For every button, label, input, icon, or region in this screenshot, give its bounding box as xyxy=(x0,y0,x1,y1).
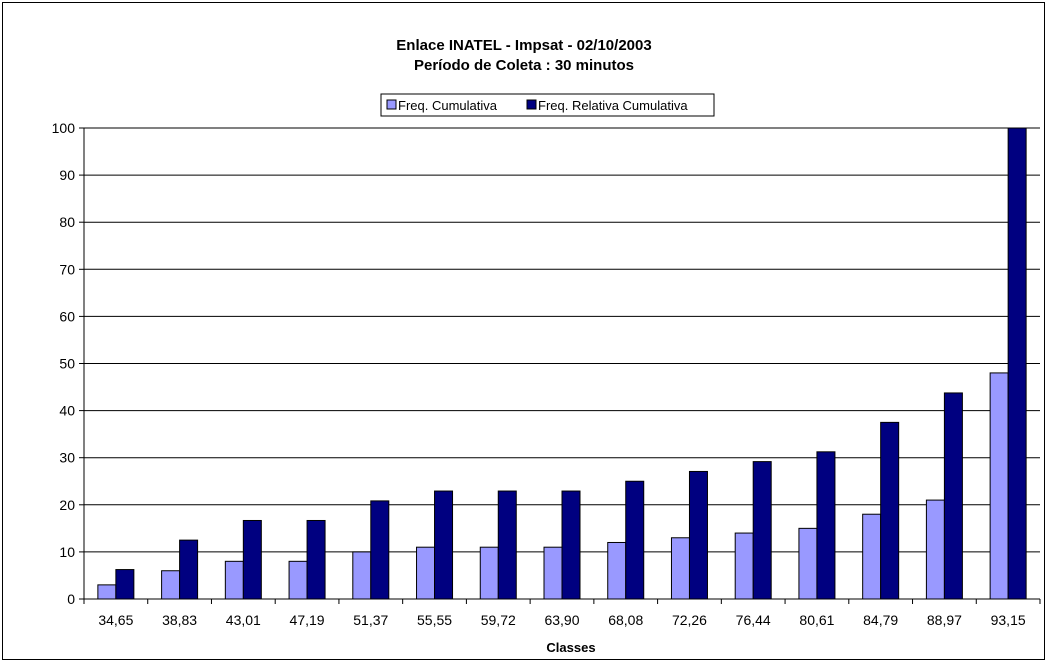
bar-relativa-8 xyxy=(625,480,645,600)
bar-cumulativa-6 xyxy=(479,546,499,600)
y-tick-label-40: 40 xyxy=(59,403,75,419)
x-tick-label-2: 43,01 xyxy=(226,612,261,628)
axes xyxy=(79,127,1041,604)
bar-cumulativa-12 xyxy=(862,513,882,600)
y-tick-label-50: 50 xyxy=(59,356,75,372)
bar-relativa-4 xyxy=(370,500,390,600)
x-tick-label-13: 88,97 xyxy=(927,612,962,628)
x-tick-label-5: 55,55 xyxy=(417,612,452,628)
x-tick-label-11: 80,61 xyxy=(799,612,834,628)
x-tick-labels: 34,65 38,83 43,01 47,19 51,37 55,55 59,72 63,90… xyxy=(98,612,1026,628)
bar-relativa-10 xyxy=(752,461,772,600)
y-tick-labels: 0 10 20 30 40 50 60 70 80 90 100 xyxy=(52,120,76,607)
bar-relativa-14 xyxy=(1007,127,1027,600)
bar-relativa-1 xyxy=(179,539,199,600)
x-tick-label-6: 59,72 xyxy=(481,612,516,628)
bar-cumulativa-2 xyxy=(224,560,244,600)
bar-relativa-2 xyxy=(242,519,262,600)
x-tick-label-1: 38,83 xyxy=(162,612,197,628)
x-axis-title: Classes xyxy=(546,640,595,655)
bar-cumulativa-1 xyxy=(161,570,181,600)
y-tick-label-60: 60 xyxy=(59,308,75,324)
bar-cumulativa-3 xyxy=(288,560,308,600)
bar-cumulativa-0 xyxy=(97,584,117,600)
x-tick-label-9: 72,26 xyxy=(672,612,707,628)
legend-label-cumulativa: Freq. Cumulativa xyxy=(398,98,498,113)
x-tick-label-3: 47,19 xyxy=(290,612,325,628)
y-tick-label-80: 80 xyxy=(59,214,75,230)
bar-relativa-9 xyxy=(688,470,708,600)
bar-relativa-3 xyxy=(306,519,326,600)
bar-relativa-13 xyxy=(943,392,963,600)
legend-box xyxy=(380,93,715,117)
x-tick-label-10: 76,44 xyxy=(736,612,771,628)
y-tick-label-100: 100 xyxy=(52,120,76,136)
chart-subtitle: Período de Coleta : 30 minutos xyxy=(414,57,634,74)
bar-cumulativa-9 xyxy=(670,537,690,600)
bar-cumulativa-14 xyxy=(989,372,1009,600)
bar-cumulativa-4 xyxy=(352,551,372,600)
y-tick-label-20: 20 xyxy=(59,497,75,513)
y-tick-label-10: 10 xyxy=(59,544,75,560)
bar-cumulativa-5 xyxy=(416,546,436,600)
y-tick-label-0: 0 xyxy=(67,591,75,607)
y-tick-label-30: 30 xyxy=(59,450,75,466)
bar-chart: Enlace INATEL - Impsat - 02/10/2003 Perí… xyxy=(52,37,1041,655)
legend-swatch-cumulativa xyxy=(386,99,397,110)
x-tick-label-7: 63,90 xyxy=(544,612,579,628)
bar-relativa-7 xyxy=(561,490,581,600)
y-tick-label-90: 90 xyxy=(59,167,75,183)
bar-relativa-11 xyxy=(816,451,836,600)
x-tick-label-14: 93,15 xyxy=(991,612,1026,628)
bar-relativa-6 xyxy=(497,490,517,600)
y-tick-label-70: 70 xyxy=(59,261,75,277)
bar-cumulativa-13 xyxy=(925,499,945,600)
bar-cumulativa-10 xyxy=(734,532,754,600)
bar-cumulativa-8 xyxy=(607,541,627,600)
x-tick-label-8: 68,08 xyxy=(608,612,643,628)
x-tick-label-0: 34,65 xyxy=(98,612,133,628)
bars xyxy=(97,127,1027,600)
bar-relativa-5 xyxy=(434,490,454,600)
bar-cumulativa-7 xyxy=(543,546,563,600)
legend-label-relativa: Freq. Relativa Cumulativa xyxy=(538,98,688,113)
chart-title: Enlace INATEL - Impsat - 02/10/2003 xyxy=(396,37,651,54)
legend: Freq. Cumulativa Freq. Relativa Cumulati… xyxy=(380,93,715,117)
bar-relativa-12 xyxy=(880,421,900,600)
x-tick-label-4: 51,37 xyxy=(353,612,388,628)
bar-cumulativa-11 xyxy=(798,527,818,600)
bar-relativa-0 xyxy=(115,569,135,600)
x-tick-label-12: 84,79 xyxy=(863,612,898,628)
legend-swatch-relativa xyxy=(526,99,537,110)
